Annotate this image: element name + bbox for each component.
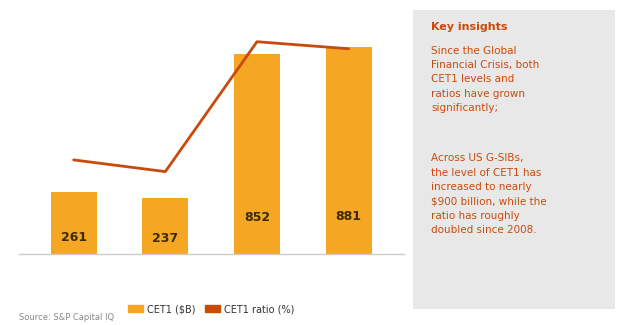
Bar [234,54,280,254]
Bar [326,47,371,254]
Text: Key insights: Key insights [431,22,507,32]
Bar [142,198,188,254]
Text: 261: 261 [61,231,87,244]
Legend: CET1 ($B), CET1 ratio (%): CET1 ($B), CET1 ratio (%) [129,304,294,314]
Bar [51,192,96,254]
Text: 237: 237 [152,232,178,245]
Text: Across US G-SIBs,
the level of CET1 has
increased to nearly
$900 billion, while : Across US G-SIBs, the level of CET1 has … [431,153,546,235]
Text: 852: 852 [244,211,270,224]
Text: 881: 881 [335,210,361,223]
Text: Since the Global
Financial Crisis, both
CET1 levels and
ratios have grown
signif: Since the Global Financial Crisis, both … [431,46,540,113]
Text: Source: S&P Capital IQ: Source: S&P Capital IQ [19,313,114,322]
